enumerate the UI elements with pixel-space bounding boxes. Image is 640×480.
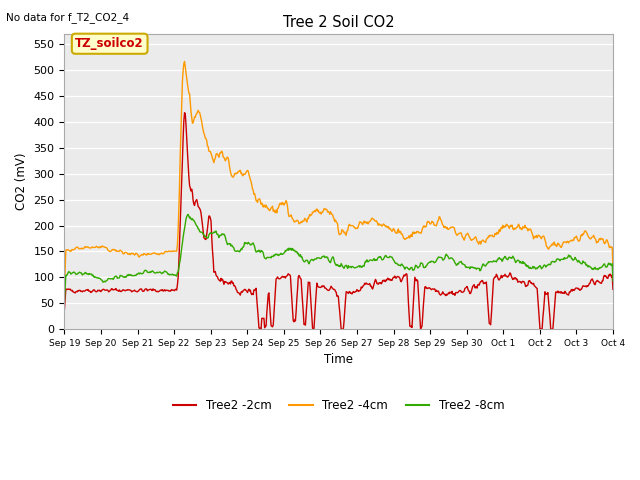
Tree2 -8cm <box>253 248 261 254</box>
Tree2 -2cm <box>61 307 68 312</box>
Tree2 -2cm <box>227 281 234 287</box>
Text: No data for f_T2_CO2_4: No data for f_T2_CO2_4 <box>6 12 129 23</box>
Title: Tree 2 Soil CO2: Tree 2 Soil CO2 <box>283 15 394 30</box>
Tree2 -8cm <box>275 252 282 258</box>
Line: Tree2 -8cm: Tree2 -8cm <box>65 215 613 301</box>
Tree2 -4cm <box>125 251 132 257</box>
Tree2 -4cm <box>396 228 404 234</box>
Tree2 -2cm <box>428 287 435 292</box>
Tree2 -4cm <box>61 287 68 292</box>
Tree2 -8cm <box>427 259 435 265</box>
Tree2 -8cm <box>609 278 617 284</box>
Tree2 -4cm <box>180 59 188 64</box>
Text: TZ_soilco2: TZ_soilco2 <box>76 37 144 50</box>
Tree2 -4cm <box>253 200 261 205</box>
Tree2 -8cm <box>125 272 132 277</box>
Tree2 -8cm <box>396 262 404 268</box>
Tree2 -2cm <box>337 326 345 332</box>
Tree2 -2cm <box>275 276 282 281</box>
Legend: Tree2 -2cm, Tree2 -4cm, Tree2 -8cm: Tree2 -2cm, Tree2 -4cm, Tree2 -8cm <box>168 394 509 417</box>
Tree2 -4cm <box>609 266 617 272</box>
Tree2 -2cm <box>125 287 132 293</box>
Line: Tree2 -4cm: Tree2 -4cm <box>65 61 613 289</box>
Line: Tree2 -2cm: Tree2 -2cm <box>65 113 613 329</box>
Tree2 -4cm <box>275 205 282 211</box>
Tree2 -2cm <box>253 305 261 311</box>
Tree2 -8cm <box>61 298 68 304</box>
X-axis label: Time: Time <box>324 353 353 366</box>
Tree2 -4cm <box>427 221 435 227</box>
Tree2 -2cm <box>609 287 617 292</box>
Tree2 -8cm <box>184 212 192 217</box>
Tree2 -4cm <box>227 168 234 174</box>
Y-axis label: CO2 (mV): CO2 (mV) <box>15 153 28 210</box>
Tree2 -2cm <box>180 110 188 116</box>
Tree2 -2cm <box>397 278 404 284</box>
Tree2 -8cm <box>227 241 234 247</box>
